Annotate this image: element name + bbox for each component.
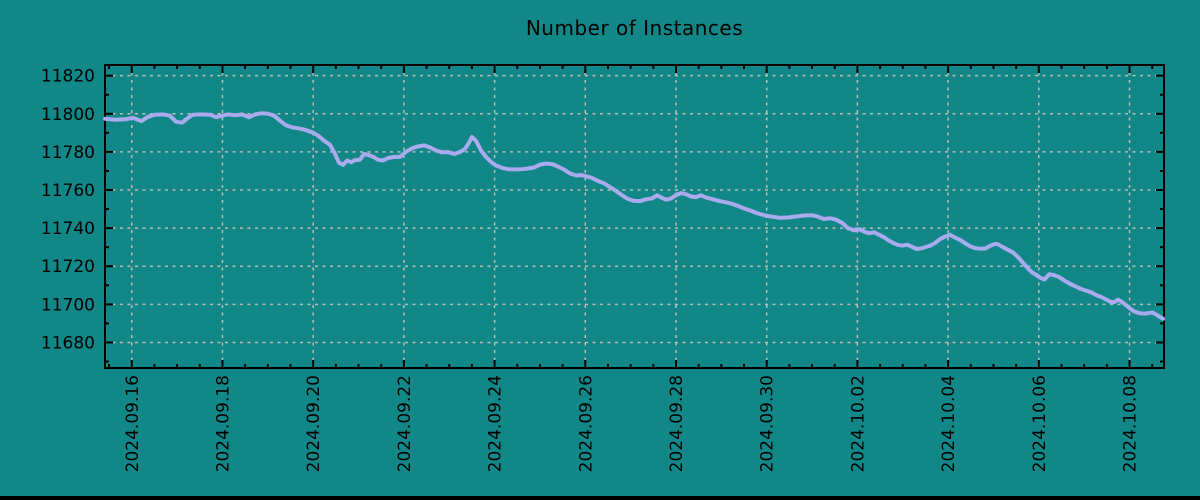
- data-line-instances: [103, 111, 1166, 321]
- x-axis-tick-label: 2024.10.02: [848, 375, 868, 472]
- x-axis-tick-label: 2024.09.20: [304, 375, 324, 472]
- plot-border: [104, 64, 1165, 369]
- x-axis-tick-label: 2024.09.30: [758, 375, 778, 472]
- y-axis-tick-label: 11800: [41, 105, 95, 125]
- y-axis-tick-label: 11720: [41, 257, 95, 277]
- y-axis-tick-label: 11820: [41, 67, 95, 87]
- x-axis-tick-label: 2024.09.26: [576, 375, 596, 472]
- x-axis-tick-label: 2024.10.08: [1121, 375, 1141, 472]
- x-axis-tick-label: 2024.09.28: [667, 375, 687, 472]
- x-axis-tick-label: 2024.10.04: [939, 375, 959, 472]
- y-axis-tick-label: 11680: [41, 333, 95, 353]
- x-axis-tick-label: 2024.09.24: [486, 375, 506, 472]
- y-axis-tick-label: 11700: [41, 295, 95, 315]
- y-axis-tick-label: 11780: [41, 143, 95, 163]
- y-axis-tick-label: 11740: [41, 219, 95, 239]
- chart-title: Number of Instances: [525, 16, 744, 40]
- x-axis-tick-label: 2024.10.06: [1030, 375, 1050, 472]
- x-axis-tick-label: 2024.09.22: [395, 375, 415, 472]
- y-axis-tick-label: 11760: [41, 181, 95, 201]
- x-axis-tick-label: 2024.09.16: [123, 375, 143, 472]
- bottom-bar: [0, 496, 1200, 500]
- x-axis-tick-label: 2024.09.18: [213, 375, 233, 472]
